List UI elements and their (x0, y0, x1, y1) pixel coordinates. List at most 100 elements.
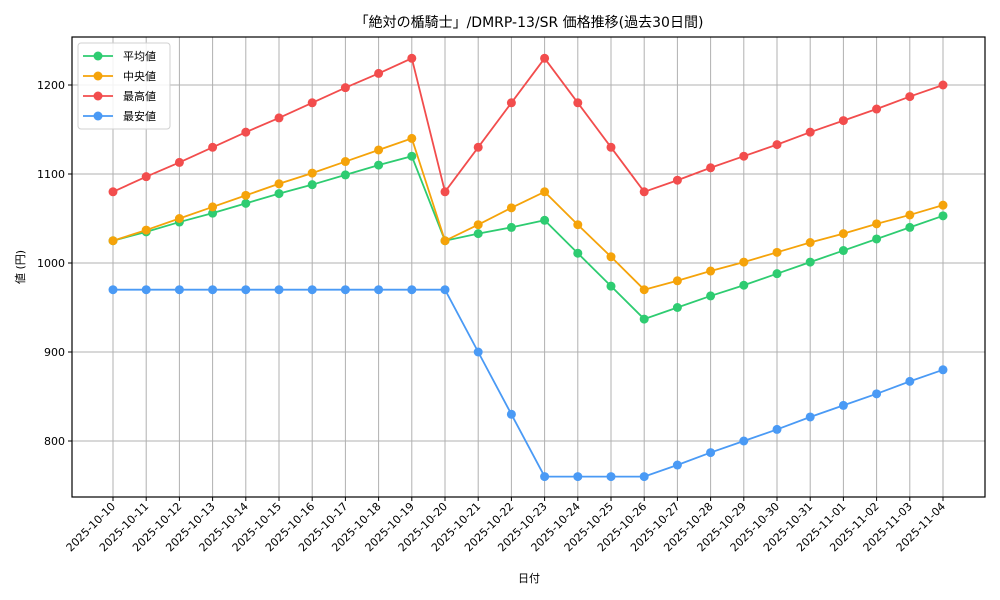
data-point (307, 285, 317, 295)
data-point (274, 285, 284, 295)
x-axis-label: 日付 (518, 572, 540, 585)
data-point (772, 269, 782, 279)
series-3 (108, 285, 948, 482)
data-point (174, 285, 184, 295)
data-point (440, 285, 450, 295)
data-point (208, 142, 218, 152)
data-point (141, 172, 151, 182)
data-point (440, 187, 450, 197)
data-point (174, 214, 184, 223)
data-point (506, 222, 516, 232)
data-point (838, 400, 848, 410)
data-point (938, 211, 948, 221)
data-point (141, 225, 151, 235)
data-point (208, 285, 218, 295)
plot-area (71, 36, 986, 498)
data-point (307, 98, 317, 108)
data-point (606, 472, 616, 482)
data-point (108, 236, 118, 246)
data-point (573, 248, 583, 258)
data-point (473, 142, 483, 152)
data-point (838, 116, 848, 126)
series-2 (108, 53, 948, 197)
x-axis-ticks: 2025-10-102025-10-112025-10-122025-10-13… (64, 497, 948, 554)
data-point (407, 133, 417, 143)
data-point (805, 257, 815, 267)
y-tick-label: 800 (44, 435, 65, 448)
data-point (307, 168, 317, 178)
data-point (540, 215, 550, 225)
legend-marker-icon (93, 71, 103, 81)
legend-label: 中央値 (123, 70, 156, 83)
data-point (739, 436, 749, 446)
series-layer (108, 53, 948, 482)
data-point (108, 187, 118, 197)
data-point (905, 376, 915, 386)
data-point (141, 285, 151, 295)
data-point (739, 151, 749, 161)
data-point (506, 98, 516, 108)
data-point (573, 472, 583, 482)
data-point (938, 365, 948, 375)
y-tick-label: 1100 (37, 168, 65, 181)
data-point (340, 83, 350, 93)
data-point (706, 291, 716, 301)
data-point (540, 53, 550, 63)
data-point (672, 175, 682, 185)
data-point (606, 142, 616, 152)
data-point (208, 202, 218, 212)
data-point (473, 347, 483, 357)
series-0 (108, 151, 948, 324)
data-point (440, 236, 450, 246)
legend-item-3: 最安値 (83, 109, 156, 123)
data-point (506, 203, 516, 213)
legend-marker-icon (93, 111, 103, 121)
data-point (872, 219, 882, 229)
data-point (872, 389, 882, 399)
data-point (340, 170, 350, 180)
data-point (108, 285, 118, 295)
legend-label: 最高値 (123, 89, 156, 103)
data-point (706, 448, 716, 458)
data-point (739, 280, 749, 290)
data-point (340, 157, 350, 167)
data-point (573, 220, 583, 230)
data-point (639, 314, 649, 324)
data-point (606, 281, 616, 291)
data-point (374, 145, 384, 155)
data-point (838, 246, 848, 256)
data-point (473, 229, 483, 239)
data-point (739, 257, 749, 267)
data-point (307, 180, 317, 190)
data-point (938, 80, 948, 90)
data-point (606, 252, 616, 262)
data-point (838, 229, 848, 239)
y-tick-label: 1200 (37, 79, 65, 92)
legend-item-0: 平均値 (83, 50, 156, 63)
data-point (407, 53, 417, 63)
data-point (772, 424, 782, 434)
legend-item-2: 最高値 (83, 89, 156, 103)
data-point (241, 190, 251, 200)
data-point (274, 189, 284, 199)
data-point (706, 266, 716, 276)
data-point (407, 285, 417, 295)
series-1 (108, 133, 948, 295)
legend-label: 最安値 (123, 109, 156, 123)
data-point (374, 160, 384, 170)
data-point (540, 472, 550, 482)
grid-lines (72, 37, 985, 497)
legend-item-1: 中央値 (83, 70, 156, 83)
data-point (905, 92, 915, 102)
data-point (805, 127, 815, 137)
data-point (573, 98, 583, 108)
data-point (274, 113, 284, 123)
y-axis-ticks: 800 900 1000 1100 1200 (37, 79, 72, 448)
data-point (639, 187, 649, 197)
data-point (506, 409, 516, 419)
data-point (772, 247, 782, 257)
data-point (905, 210, 915, 220)
data-point (473, 220, 483, 230)
data-point (241, 127, 251, 137)
